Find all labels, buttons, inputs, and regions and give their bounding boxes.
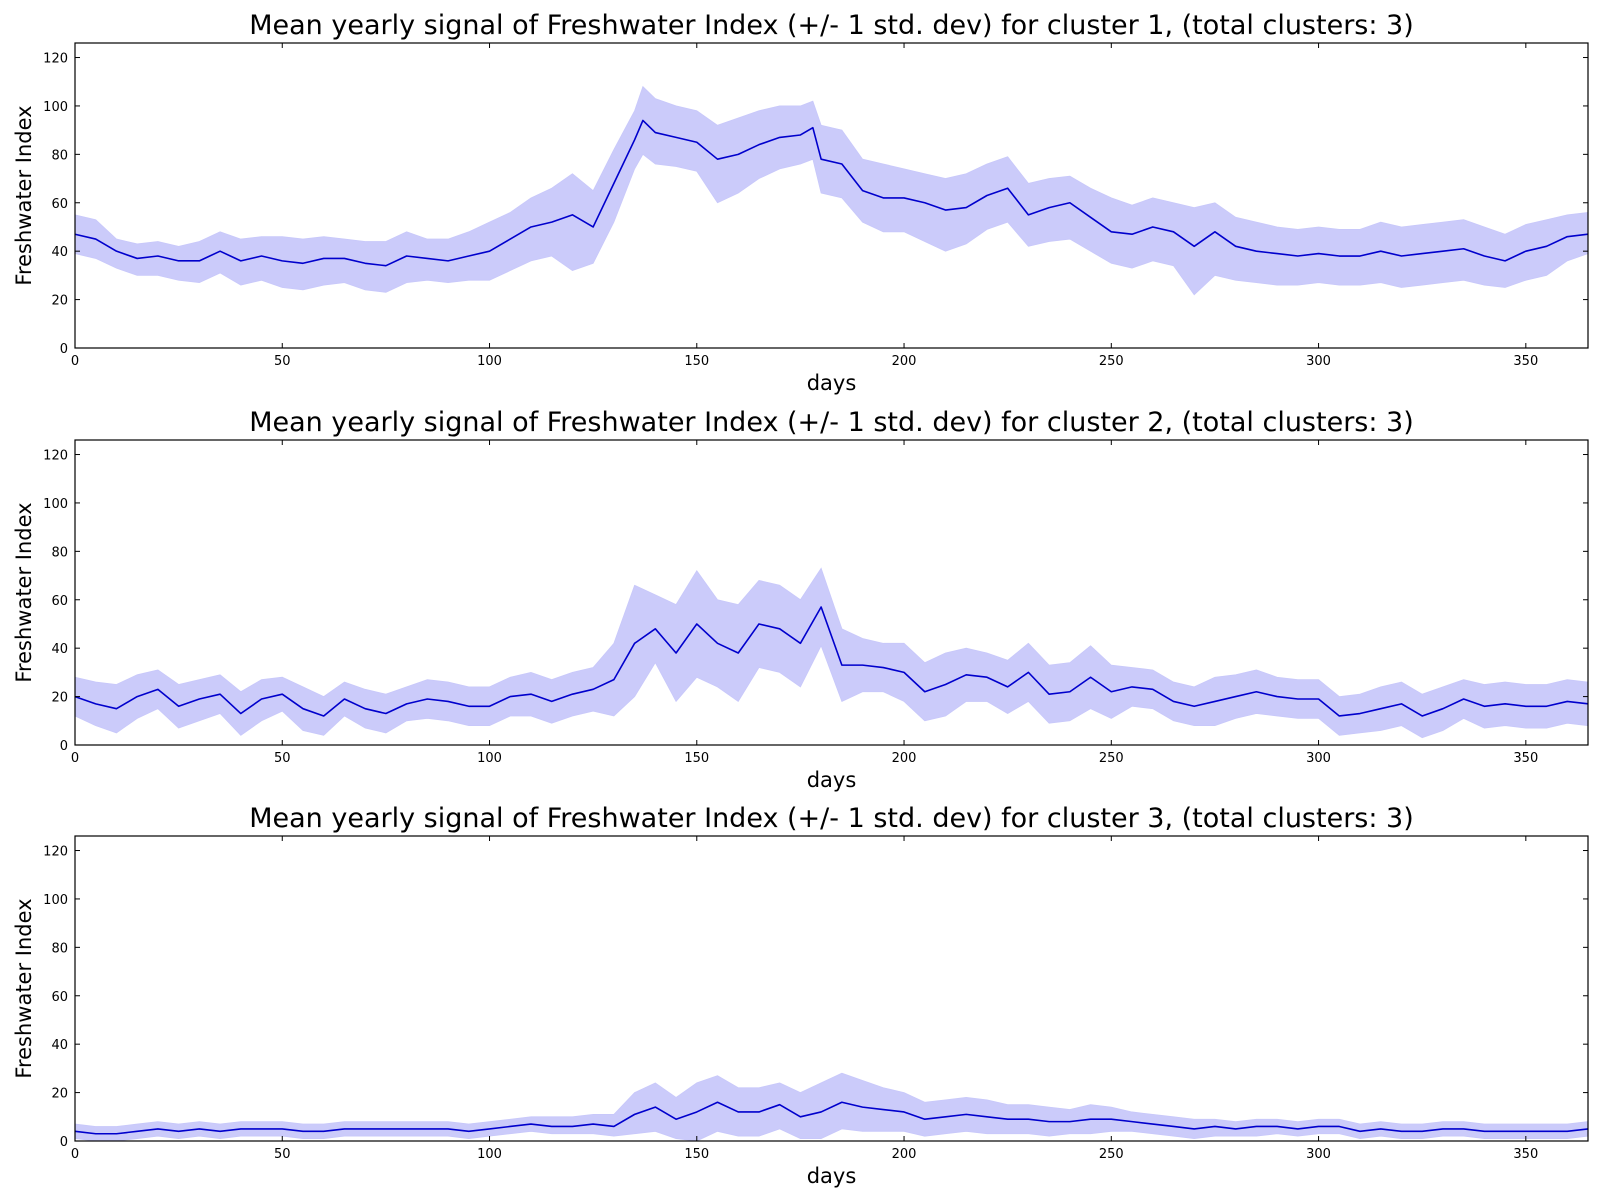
y-tick-label: 100 (43, 893, 68, 908)
y-tick-label: 120 (43, 845, 68, 860)
y-tick-label: 20 (51, 294, 68, 309)
y-tick-label: 60 (51, 990, 68, 1005)
x-tick-label: 250 (1099, 751, 1124, 766)
x-tick-label: 100 (477, 1147, 502, 1162)
x-tick-label: 50 (274, 751, 291, 766)
y-tick-label: 20 (51, 691, 68, 706)
y-tick-label: 0 (60, 342, 68, 357)
y-tick-label: 100 (43, 100, 68, 115)
y-tick-label: 120 (43, 449, 68, 464)
y-axis-label: Freshwater Index (12, 898, 36, 1078)
y-tick-label: 60 (51, 594, 68, 609)
x-tick-label: 350 (1513, 354, 1538, 369)
x-axis-label: days (807, 768, 857, 792)
y-tick-label: 60 (51, 197, 68, 212)
y-tick-label: 0 (60, 1135, 68, 1150)
x-tick-label: 100 (477, 354, 502, 369)
x-tick-label: 300 (1306, 354, 1331, 369)
y-tick-label: 80 (51, 148, 68, 163)
y-tick-label: 100 (43, 497, 68, 512)
x-tick-label: 100 (477, 751, 502, 766)
chart-panel-3: Mean yearly signal of Freshwater Index (… (12, 803, 1588, 1188)
y-tick-label: 20 (51, 1087, 68, 1102)
x-tick-label: 200 (892, 1147, 917, 1162)
x-axis-label: days (807, 1164, 857, 1188)
x-axis-label: days (807, 371, 857, 395)
x-tick-label: 50 (274, 1147, 291, 1162)
chart-panel-1: Mean yearly signal of Freshwater Index (… (12, 10, 1588, 395)
x-tick-label: 0 (71, 1147, 79, 1162)
y-axis-label: Freshwater Index (12, 105, 36, 285)
y-tick-label: 40 (51, 1038, 68, 1053)
y-tick-label: 120 (43, 52, 68, 67)
x-tick-label: 200 (892, 354, 917, 369)
x-tick-label: 150 (684, 1147, 709, 1162)
x-tick-label: 300 (1306, 1147, 1331, 1162)
x-tick-label: 150 (684, 354, 709, 369)
x-tick-label: 350 (1513, 751, 1538, 766)
x-tick-label: 250 (1099, 1147, 1124, 1162)
x-tick-label: 50 (274, 354, 291, 369)
chart-panel-2: Mean yearly signal of Freshwater Index (… (12, 407, 1588, 792)
chart-title: Mean yearly signal of Freshwater Index (… (249, 10, 1414, 41)
x-tick-label: 350 (1513, 1147, 1538, 1162)
x-tick-label: 0 (71, 354, 79, 369)
y-tick-label: 40 (51, 642, 68, 657)
y-tick-label: 80 (51, 545, 68, 560)
chart-title: Mean yearly signal of Freshwater Index (… (249, 407, 1414, 438)
x-tick-label: 200 (892, 751, 917, 766)
x-tick-label: 250 (1099, 354, 1124, 369)
y-tick-label: 80 (51, 941, 68, 956)
y-tick-label: 0 (60, 739, 68, 754)
y-axis-label: Freshwater Index (12, 502, 36, 682)
chart-title: Mean yearly signal of Freshwater Index (… (249, 803, 1414, 834)
std-dev-band (75, 568, 1588, 737)
x-tick-label: 300 (1306, 751, 1331, 766)
x-tick-label: 0 (71, 751, 79, 766)
x-tick-label: 150 (684, 751, 709, 766)
y-tick-label: 40 (51, 245, 68, 260)
